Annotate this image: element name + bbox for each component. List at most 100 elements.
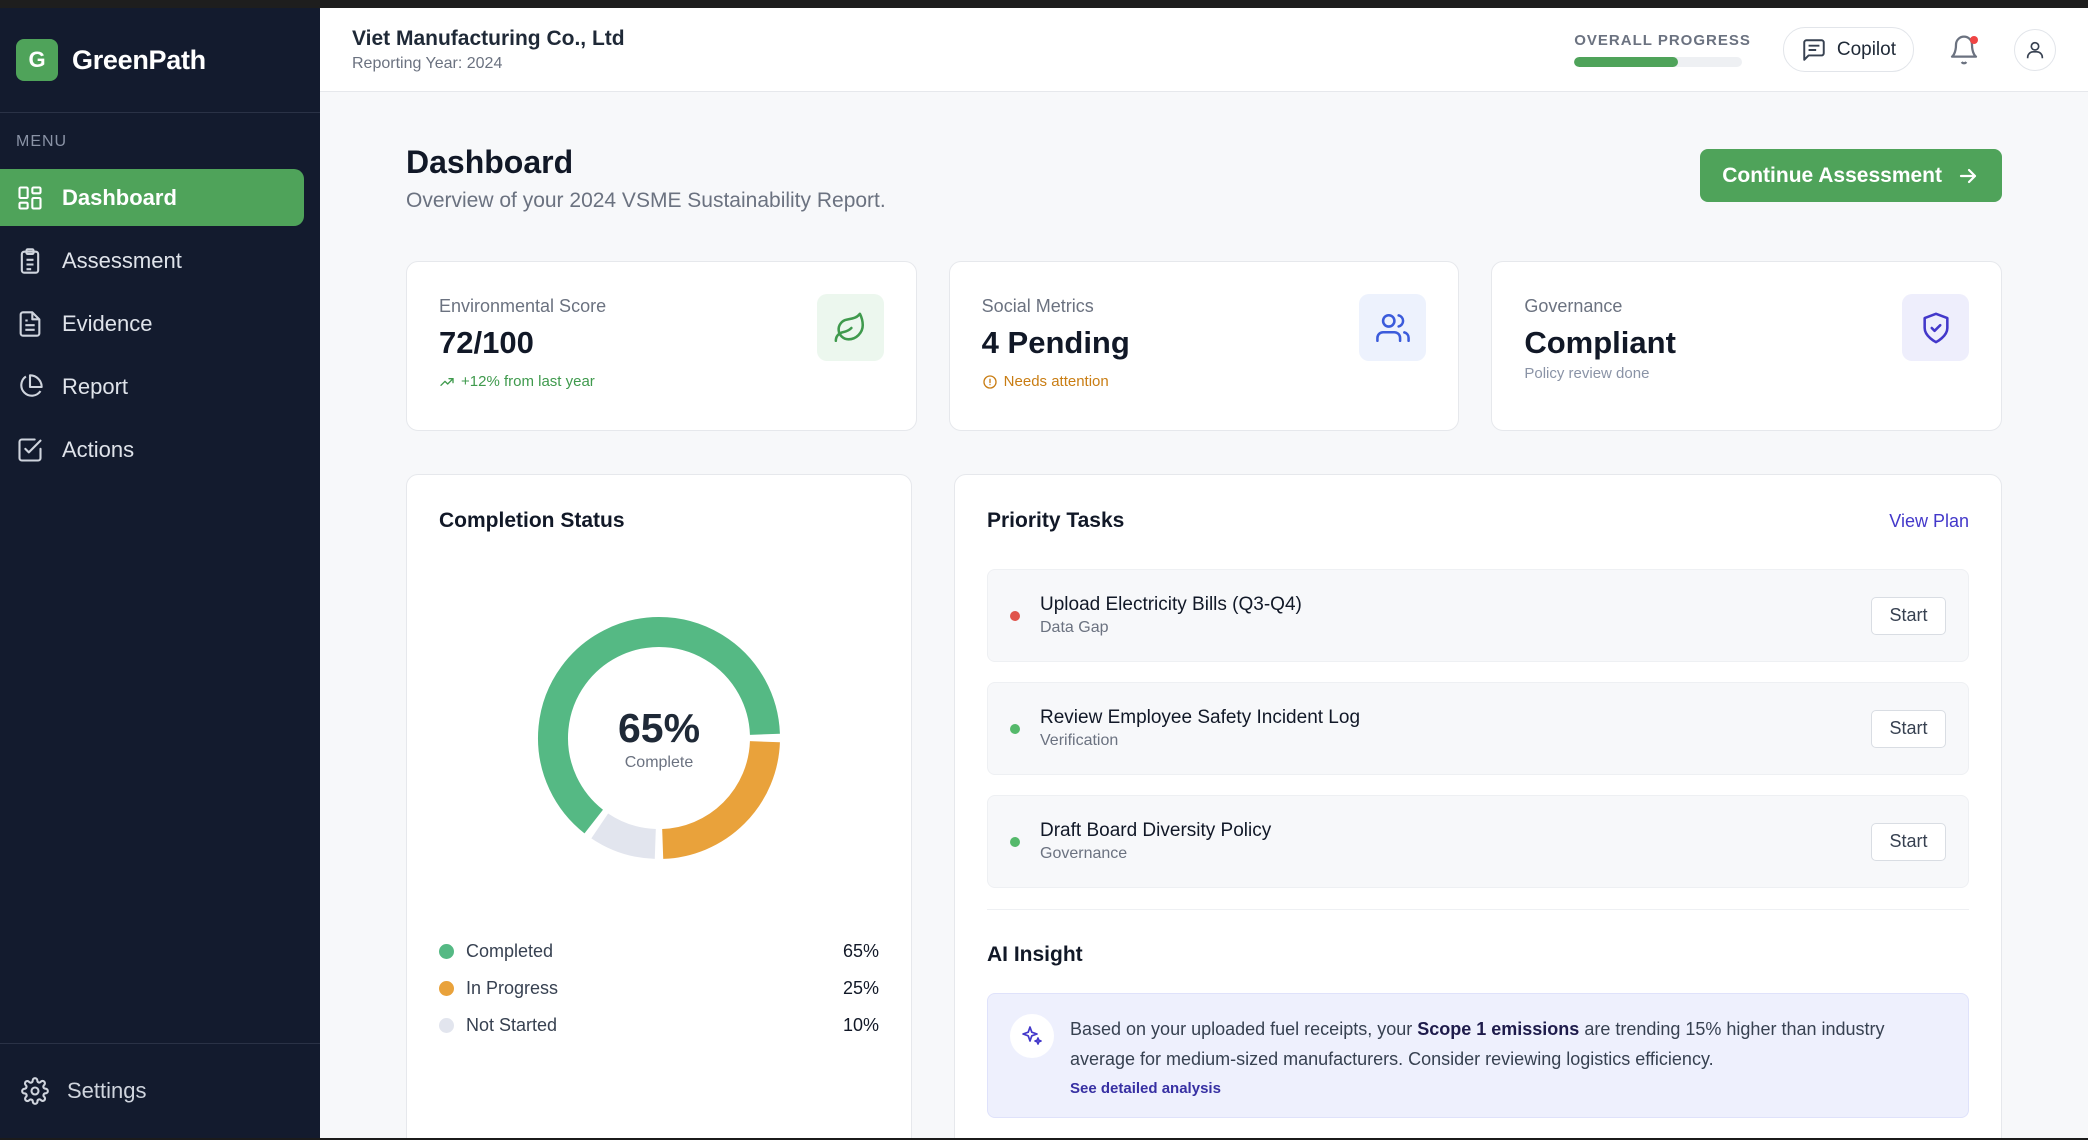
sidebar-item-actions[interactable]: Actions	[0, 421, 304, 478]
dashboard-content: Dashboard Overview of your 2024 VSME Sus…	[320, 144, 2088, 1138]
legend-label: Completed	[466, 941, 554, 961]
arrow-right-icon	[1959, 168, 1977, 183]
completion-donut: 65% Complete	[534, 613, 784, 863]
insight-text-after: are trending 15% higher than industry av…	[1070, 1019, 1885, 1069]
copilot-label: Copilot	[1836, 38, 1896, 60]
task-start-button[interactable]: Start	[1871, 822, 1946, 861]
user-icon	[2026, 41, 2044, 58]
donut-percent: 65%	[617, 704, 701, 751]
stat-note: Policy review done	[1524, 365, 1969, 382]
sidebar-item-dashboard[interactable]: Dashboard	[0, 169, 304, 226]
menu-label: MENU	[16, 133, 68, 150]
legend-swatch	[439, 944, 454, 959]
legend-swatch	[439, 981, 454, 996]
shield-check-icon	[1922, 312, 1949, 343]
donut-segment-in-progress	[661, 740, 780, 859]
copilot-button[interactable]: Copilot	[1782, 27, 1914, 72]
notifications-button[interactable]	[1948, 34, 1980, 66]
clipboard-icon	[20, 247, 40, 274]
company-info: Viet Manufacturing Co., Ltd Reporting Ye…	[352, 27, 625, 73]
legend-item-not-started: Not Started 10%	[439, 1007, 879, 1044]
sidebar-item-label: Assessment	[62, 247, 182, 273]
completion-status-title: Completion Status	[439, 509, 625, 532]
sidebar-item-label: Report	[62, 373, 129, 399]
completion-status-card: Completion Status 65% Complete Completed…	[406, 474, 912, 1138]
section-divider	[987, 909, 1969, 910]
document-icon	[19, 310, 41, 337]
lower-panels: Completion Status 65% Complete Completed…	[406, 474, 2002, 1138]
donut-chart	[538, 617, 780, 859]
sidebar-item-evidence[interactable]: Evidence	[0, 295, 304, 352]
ai-insight-text: Based on your uploaded fuel receipts, yo…	[1070, 1014, 1946, 1074]
task-row: Upload Electricity Bills (Q3-Q4) Data Ga…	[987, 569, 1969, 662]
company-name: Viet Manufacturing Co., Ltd	[352, 26, 625, 50]
legend-item-in-progress: In Progress 25%	[439, 970, 879, 1007]
task-priority-dot	[1010, 723, 1020, 734]
task-start-button[interactable]: Start	[1871, 709, 1946, 748]
sidebar-item-label: Dashboard	[62, 184, 177, 210]
stat-note: +12% from last year	[439, 373, 884, 390]
chat-icon	[1803, 38, 1825, 61]
legend-item-completed: Completed 65%	[439, 933, 879, 970]
stat-value: 72/100	[439, 325, 534, 360]
donut-segment-not-started	[591, 813, 657, 859]
reporting-year: Reporting Year: 2024	[352, 54, 503, 72]
check-square-icon	[18, 437, 42, 462]
sidebar-item-label: Actions	[62, 436, 135, 462]
insight-text-before: Based on your uploaded fuel receipts, yo…	[1070, 1019, 1418, 1039]
sparkles-icon-box	[1010, 1014, 1054, 1058]
task-title: Draft Board Diversity Policy	[1040, 820, 1272, 841]
continue-assessment-button[interactable]: Continue Assessment	[1700, 149, 2002, 202]
see-detailed-analysis-link[interactable]: See detailed analysis	[1070, 1080, 1221, 1097]
gear-icon	[21, 1077, 49, 1105]
sidebar-item-report[interactable]: Report	[0, 358, 304, 415]
priority-tasks-card: Priority Tasks View Plan Upload Electric…	[954, 474, 2002, 1138]
stat-note-text: +12% from last year	[461, 373, 595, 390]
window-top-strip	[0, 0, 2088, 8]
view-plan-link[interactable]: View Plan	[1889, 510, 1969, 531]
page-subtitle: Overview of your 2024 VSME Sustainabilit…	[406, 189, 886, 212]
sidebar-item-settings[interactable]: Settings	[0, 1043, 320, 1138]
brand-name: GreenPath	[72, 44, 206, 75]
governance-card[interactable]: Governance Compliant Policy review done	[1491, 261, 2003, 431]
sparkles-icon	[1022, 1026, 1042, 1045]
task-priority-dot	[1010, 610, 1020, 621]
stat-value: Compliant	[1524, 325, 1676, 360]
stat-cards: Environmental Score 72/100 +12% from las…	[406, 261, 2003, 431]
task-start-button[interactable]: Start	[1871, 596, 1946, 635]
sidebar: G GreenPath MENU Dashboard Assessment Ev…	[0, 8, 320, 1138]
social-metrics-card[interactable]: Social Metrics 4 Pending Needs attention	[948, 261, 1460, 431]
overall-progress: OVERALL PROGRESS	[1574, 32, 1751, 67]
bell-icon	[1950, 35, 1978, 64]
header-actions: OVERALL PROGRESS Copilot	[1574, 27, 2056, 72]
stat-label: Governance	[1524, 296, 1623, 316]
stat-icon-box	[1902, 294, 1970, 361]
users-icon	[1375, 313, 1410, 342]
brand: G GreenPath	[0, 8, 320, 113]
leaf-icon	[834, 312, 865, 342]
environmental-score-card[interactable]: Environmental Score 72/100 +12% from las…	[406, 261, 917, 431]
ai-insight-box: Based on your uploaded fuel receipts, yo…	[987, 993, 1969, 1118]
user-avatar-button[interactable]	[2014, 28, 2056, 71]
stat-label: Social Metrics	[981, 296, 1094, 316]
sidebar-item-assessment[interactable]: Assessment	[0, 232, 304, 289]
continue-assessment-label: Continue Assessment	[1722, 163, 1942, 187]
notification-dot	[1970, 35, 1978, 44]
sidebar-nav: Dashboard Assessment Evidence Report Act…	[0, 169, 320, 478]
stat-note-text: Policy review done	[1524, 365, 1650, 382]
legend-label: Not Started	[466, 1015, 558, 1035]
stat-note-text: Needs attention	[1003, 373, 1109, 390]
dashboard-grid-icon	[18, 185, 42, 210]
task-tag: Data Gap	[1040, 619, 1109, 636]
stat-icon-box	[816, 294, 884, 361]
priority-tasks-title: Priority Tasks	[987, 509, 1125, 532]
stat-icon-box	[1359, 294, 1427, 361]
alert-circle-icon	[983, 374, 997, 389]
stat-value: 4 Pending	[981, 325, 1130, 360]
pie-chart-icon	[20, 373, 43, 397]
sidebar-item-label: Evidence	[62, 310, 153, 336]
task-row: Review Employee Safety Incident Log Veri…	[987, 682, 1969, 775]
brand-logo[interactable]: G	[16, 39, 58, 81]
settings-label: Settings	[67, 1078, 147, 1103]
legend-label: In Progress	[466, 978, 559, 998]
